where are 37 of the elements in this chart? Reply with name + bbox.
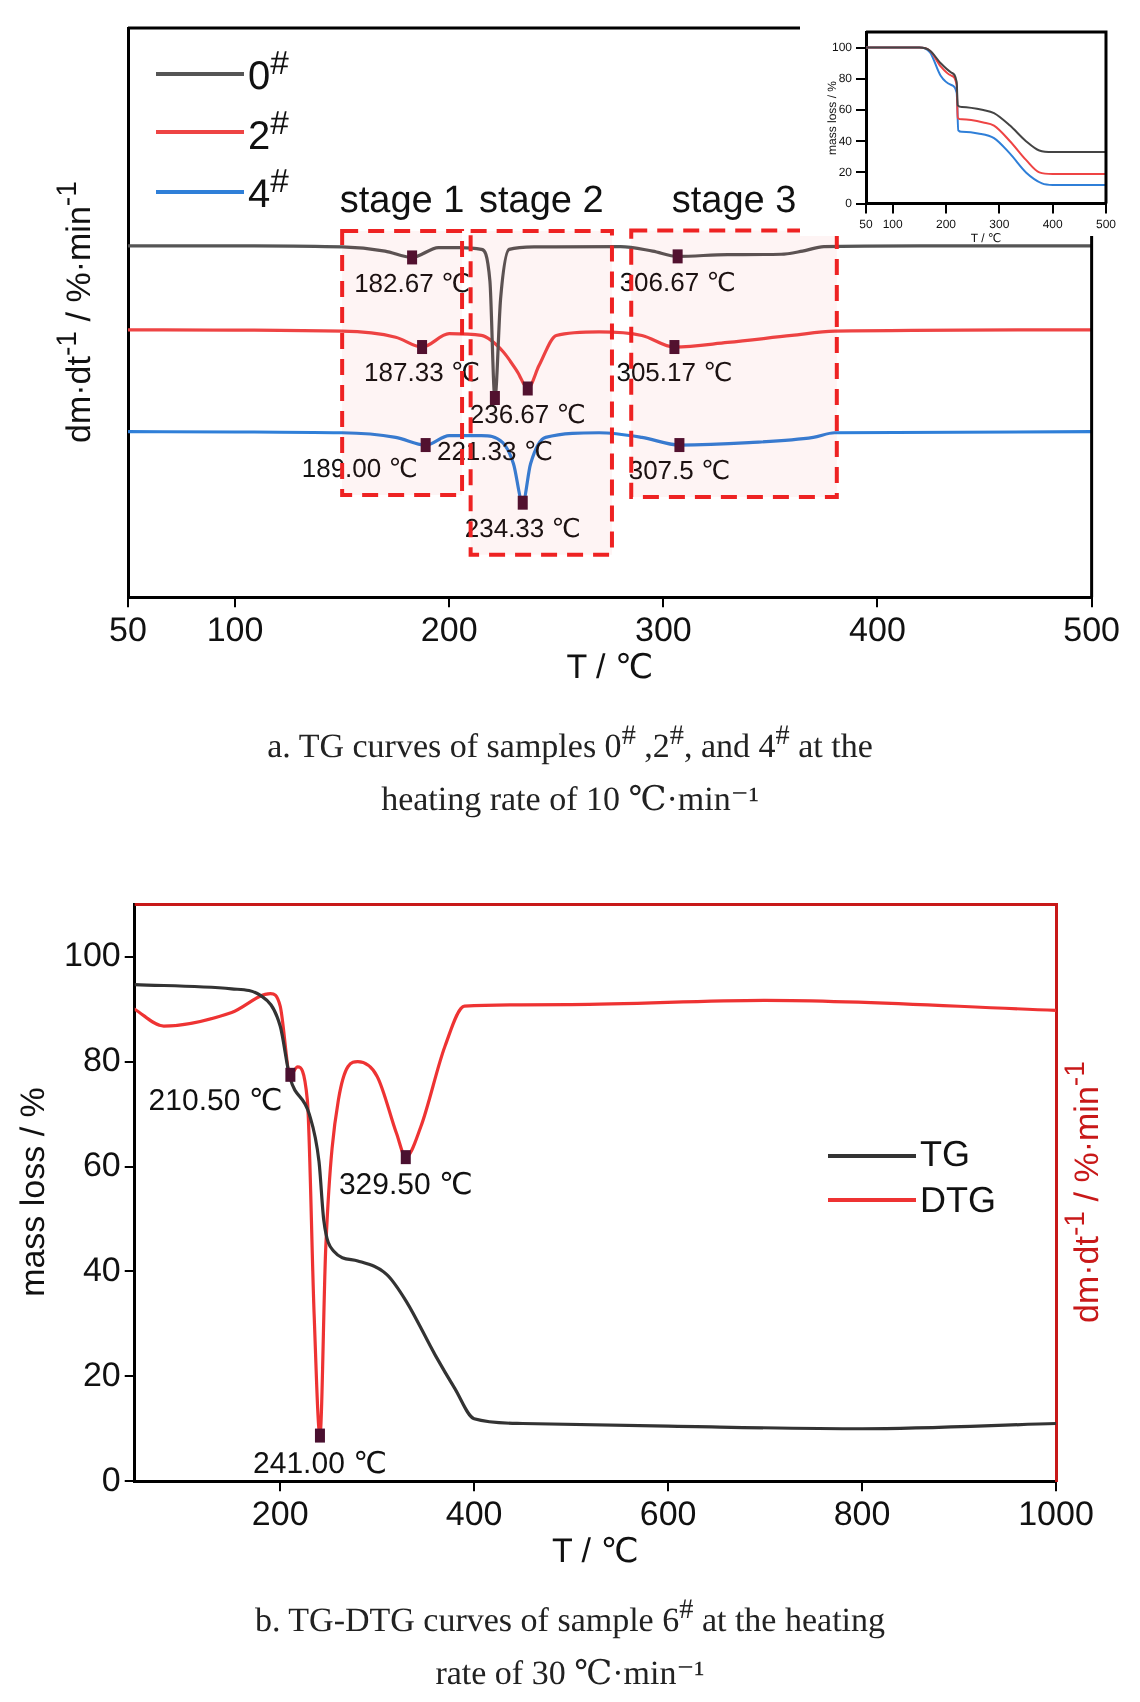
x-axis-title: T / ℃ bbox=[566, 647, 654, 688]
x-tick-label: 100 bbox=[206, 610, 264, 649]
y-tick-label: 40 bbox=[82, 1250, 121, 1289]
x-tick-label: 50 bbox=[109, 610, 147, 649]
legend-label: 4$^{#}$ bbox=[248, 162, 289, 222]
x-tick-label: 800 bbox=[833, 1494, 891, 1533]
legend-label: DTG bbox=[920, 1177, 996, 1223]
annotation: 329.50 ℃ bbox=[338, 1168, 473, 1203]
band-label: stage 1 bbox=[339, 180, 465, 223]
annotation: 305.17 ℃ bbox=[616, 357, 733, 388]
line-series bbox=[866, 46, 1106, 154]
annotation: 241.00 ℃ bbox=[253, 1446, 387, 1481]
y-tick-label: 80 bbox=[82, 1041, 121, 1080]
y-tick-label: 0 bbox=[101, 1460, 121, 1499]
legend-label: 2$^{#}$ bbox=[248, 103, 289, 163]
x-tick-label: 400 bbox=[849, 610, 906, 649]
text: b. TG-DTG curves of sample 6$^{#}$ at the heating rate of 30 ℃·min⁻¹ bbox=[252, 1592, 888, 1696]
band-label: stage 3 bbox=[671, 180, 797, 223]
x-tick-label: 600 bbox=[639, 1494, 697, 1533]
annotation: 307.5 ℃ bbox=[628, 455, 731, 486]
legend-label: TG bbox=[920, 1132, 970, 1178]
x-axis-title: T / ℃ bbox=[552, 1531, 639, 1572]
x-tick-label: 200 bbox=[420, 610, 478, 649]
annotation: 236.67 ℃ bbox=[469, 398, 586, 429]
chart-title: a. TG curves of samples 0$^{#}$ ,2$^{#}$, and 4$^{#}$ at the heating rate of 10 ℃·min⁻¹ bbox=[267, 720, 873, 818]
x-tick-label: 400 bbox=[445, 1494, 503, 1533]
y-tick-label: 60 bbox=[82, 1145, 121, 1184]
y-tick-label: 20 bbox=[82, 1355, 121, 1394]
x-tick-label: 300 bbox=[634, 610, 692, 649]
annotation: 210.50 ℃ bbox=[148, 1084, 283, 1119]
legend-label: 0$^{#}$ bbox=[248, 44, 289, 104]
band-label: stage 2 bbox=[478, 180, 604, 223]
x-tick-label: 500 bbox=[1063, 610, 1121, 649]
y-axis-title: mass loss / % bbox=[14, 1087, 55, 1298]
x-tick-label: 200 bbox=[251, 1494, 309, 1533]
y-tick-label: 100 bbox=[63, 936, 121, 975]
x-tick-label: 1000 bbox=[1018, 1494, 1094, 1533]
